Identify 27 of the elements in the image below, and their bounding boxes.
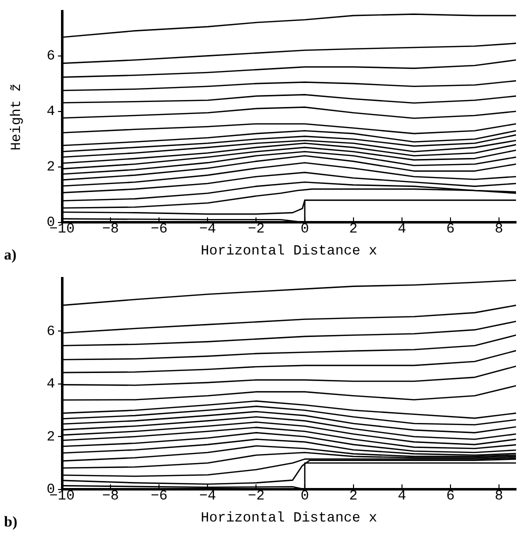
x-tick-label: −2 (248, 222, 265, 238)
x-tick-label: 6 (446, 488, 455, 505)
y-tick-label: 2 (46, 429, 55, 446)
x-tick-label: 6 (446, 222, 455, 238)
x-tick-label: 4 (398, 488, 406, 505)
x-tick-label: 8 (494, 488, 504, 505)
y-tick-label: 4 (46, 104, 55, 120)
x-tick-label: 8 (494, 222, 504, 238)
y-tick-label: 6 (46, 324, 55, 340)
x-tick-label: 0 (300, 222, 309, 238)
text: b) (4, 514, 18, 530)
y-axis-title: Height z̃ (9, 83, 26, 151)
x-tick-label: −8 (102, 222, 119, 238)
x-tick-label: 0 (300, 488, 309, 505)
x-axis-title: Horizontal Distance x (200, 510, 378, 526)
x-tick-label: −8 (102, 488, 119, 505)
y-tick-label: 2 (46, 160, 55, 176)
x-tick-label: −4 (199, 222, 216, 238)
x-tick-label: −6 (150, 222, 168, 238)
y-tick-label: 4 (46, 376, 55, 393)
y-tick-label: 6 (46, 48, 55, 65)
x-tick-label: −6 (150, 488, 168, 505)
text: a) (4, 247, 16, 264)
x-tick-label: −2 (248, 488, 265, 505)
x-tick-label: 4 (398, 222, 406, 238)
x-axis-title: Horizontal Distance x (200, 243, 378, 260)
x-tick-label: −4 (199, 488, 216, 505)
